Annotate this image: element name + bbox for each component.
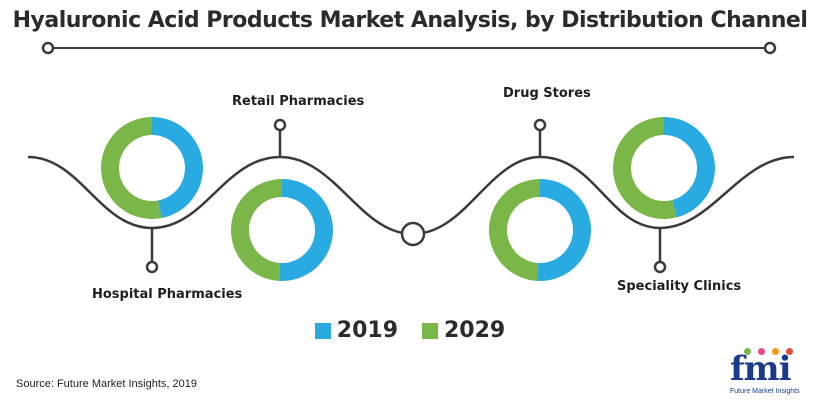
logo-dot-green xyxy=(744,348,751,355)
legend-item-2029: 2029 xyxy=(422,318,505,343)
logo-dot-pink xyxy=(758,348,765,355)
logo-mark: fmi xyxy=(730,349,792,389)
legend-label-2029: 2029 xyxy=(444,318,506,343)
pin-speciality-node xyxy=(653,260,667,274)
donut-slice-2019-speciality-clinics xyxy=(664,117,716,218)
pin-drug-node xyxy=(533,118,547,132)
donut-slice-2019-drug-stores xyxy=(536,179,592,282)
title-underline-left-cap xyxy=(41,41,55,55)
donut-slice-2019-retail-pharmacies xyxy=(278,178,334,281)
label-hospital-pharmacies: Hospital Pharmacies xyxy=(92,287,243,302)
legend-label-2019: 2019 xyxy=(336,318,398,343)
source-note: Source: Future Market Insights, 2019 xyxy=(16,378,197,390)
label-drug-stores: Drug Stores xyxy=(503,86,591,101)
pin-retail-node xyxy=(273,118,287,132)
donut-slice-2029-retail-pharmacies xyxy=(231,179,282,281)
center-node xyxy=(400,221,426,247)
legend-item-2019: 2019 xyxy=(314,318,398,343)
donut-slice-2029-hospital-pharmacies xyxy=(100,117,162,219)
legend-swatch-2029 xyxy=(422,322,438,339)
label-speciality-clinics: Speciality Clinics xyxy=(617,279,742,294)
chart-title: Hyaluronic Acid Products Market Analysis… xyxy=(12,8,808,33)
logo-dot-orange xyxy=(772,348,779,355)
fmi-logo: fmi Future Market Insights xyxy=(724,348,812,398)
donut-slice-2029-drug-stores xyxy=(489,179,540,281)
label-retail-pharmacies: Retail Pharmacies xyxy=(232,94,365,109)
legend-swatch-2019 xyxy=(314,322,331,339)
pin-hospital-node xyxy=(145,260,159,274)
title-underline-right-cap xyxy=(763,41,777,55)
logo-dot-red xyxy=(786,348,793,355)
donut-group xyxy=(100,117,716,282)
logo-subtitle: Future Market Insights xyxy=(730,388,800,395)
legend: 2019 2029 xyxy=(0,318,820,343)
donut-slice-2029-speciality-clinics xyxy=(613,117,677,219)
donut-slice-2019-hospital-pharmacies xyxy=(152,117,203,219)
